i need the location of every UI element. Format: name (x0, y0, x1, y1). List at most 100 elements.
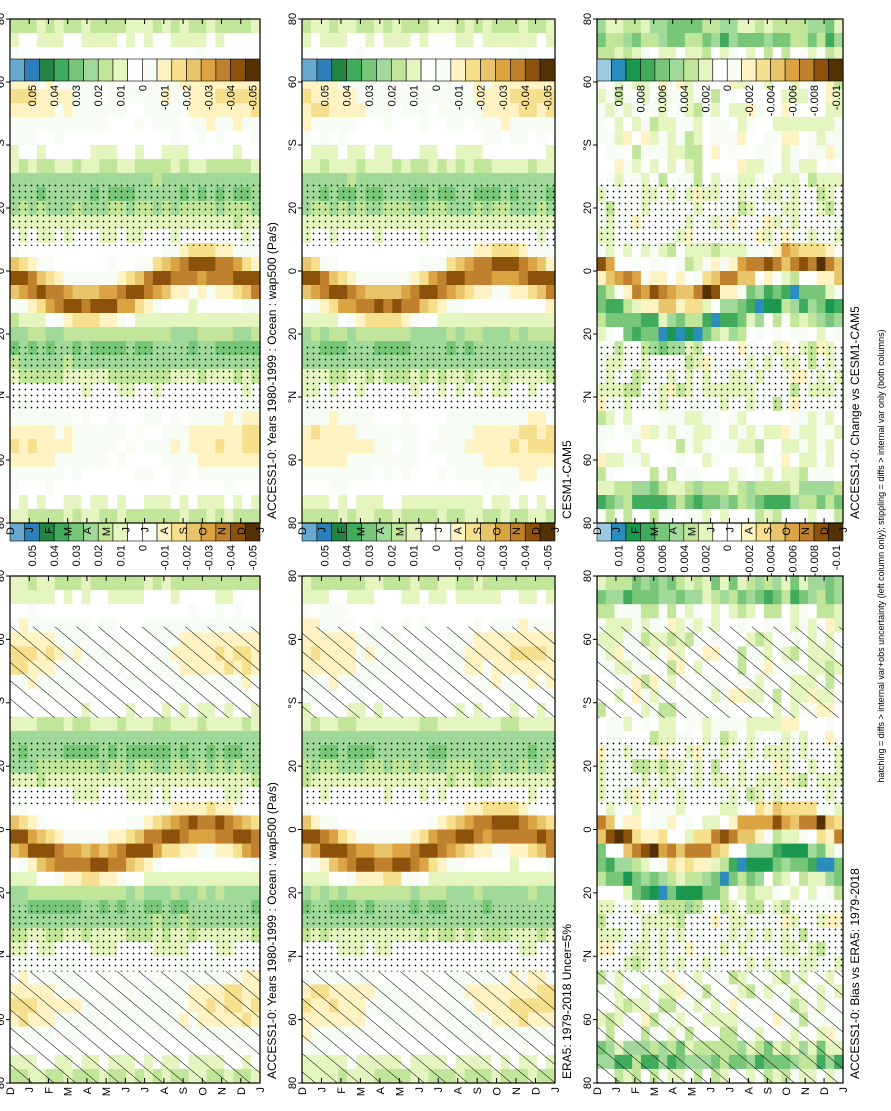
field-cell (206, 494, 216, 509)
field-cell (545, 256, 556, 271)
field-cell (329, 326, 339, 341)
field-cell (658, 871, 668, 886)
month-tick-label: J (24, 1087, 36, 1093)
field-cell (188, 116, 199, 131)
field-cell (536, 575, 547, 591)
field-cell (45, 885, 56, 900)
field-cell (81, 270, 91, 285)
field-cell (197, 857, 208, 872)
field-cell (320, 410, 330, 425)
field-cell (206, 857, 216, 872)
field-cell (347, 857, 357, 872)
field-cell (81, 814, 91, 830)
field-cell (347, 814, 357, 830)
field-cell (251, 828, 261, 844)
field-cell (10, 18, 20, 33)
month-tick-label: D (819, 1087, 831, 1095)
field-cell (143, 814, 154, 830)
field-cell (428, 326, 439, 341)
field-cell (597, 575, 607, 591)
field-cell (428, 424, 439, 439)
field-cell (90, 508, 100, 523)
field-cell (215, 256, 225, 271)
field-cell (188, 46, 199, 61)
field-cell (464, 452, 475, 467)
field-cell (737, 800, 747, 816)
field-cell (117, 842, 127, 858)
field-cell (161, 814, 172, 830)
field-cell (126, 424, 136, 439)
field-cell (54, 284, 65, 299)
field-cell (63, 814, 74, 830)
field-cell (329, 480, 339, 495)
field-cell (27, 885, 38, 900)
field-cell (143, 102, 154, 117)
field-cell (347, 480, 357, 495)
field-cell (446, 828, 457, 844)
field-cell (215, 452, 225, 467)
field-cell (527, 871, 538, 886)
field-cell (640, 800, 651, 816)
field-cell (18, 466, 29, 481)
field-cell (527, 800, 538, 816)
field-cell (10, 312, 20, 327)
field-cell (36, 130, 47, 145)
field-cell (419, 603, 430, 619)
field-cell (419, 424, 430, 439)
field-cell (135, 842, 145, 858)
field-cell (108, 158, 118, 173)
field-cell (99, 466, 109, 481)
field-cell (99, 144, 109, 159)
field-cell (18, 32, 29, 47)
field-cell (419, 466, 430, 481)
field-cell (437, 716, 448, 731)
field-cell (179, 814, 190, 830)
field-cell (143, 88, 154, 103)
colorbar-swatch (200, 58, 217, 82)
field-cell (807, 857, 818, 872)
stippling-region (597, 905, 843, 972)
field-cell (126, 466, 136, 481)
month-tick-label: M (687, 1087, 699, 1096)
field-cell (597, 814, 607, 830)
field-cell (161, 32, 172, 47)
field-cell (799, 575, 809, 591)
field-cell (63, 270, 74, 285)
field-cell (527, 494, 538, 509)
field-cell (623, 828, 633, 844)
field-cell (419, 452, 430, 467)
field-cell (206, 466, 216, 481)
field-cell (81, 256, 91, 271)
field-cell (197, 452, 208, 467)
field-cell (374, 466, 384, 481)
colorbar-label: -0.01 (159, 545, 171, 570)
field-cell (545, 242, 556, 257)
field-cell (152, 116, 163, 131)
field-cell (676, 603, 686, 619)
field-cell (401, 716, 412, 731)
field-cell (807, 800, 818, 816)
colorbar-label: 0.03 (364, 545, 376, 566)
field-cell (161, 158, 172, 173)
field-cell (825, 885, 835, 900)
field-cell (500, 828, 511, 844)
field-cell (500, 424, 511, 439)
field-cell (455, 256, 466, 271)
field-cell (233, 871, 243, 886)
field-cell (90, 130, 100, 145)
field-cell (63, 424, 74, 439)
field-cell (224, 480, 234, 495)
field-cell (143, 144, 154, 159)
field-cell (473, 242, 484, 257)
field-cell (392, 480, 402, 495)
field-cell (135, 452, 145, 467)
month-tick-label: M (649, 1087, 661, 1096)
field-cell (233, 158, 243, 173)
field-cell (251, 800, 261, 816)
field-cell (179, 256, 190, 271)
stippling-region (10, 180, 260, 246)
field-cell (45, 452, 56, 467)
field-cell (90, 452, 100, 467)
